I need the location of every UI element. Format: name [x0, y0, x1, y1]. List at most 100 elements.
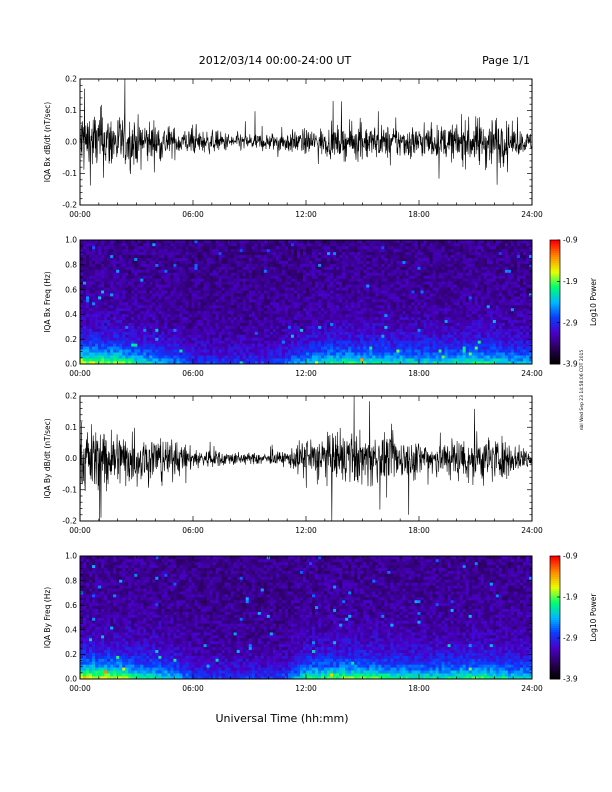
spectrogram-cell [209, 313, 213, 318]
spectrogram-cell [378, 278, 382, 282]
spectrogram-cell [384, 251, 388, 256]
spectrogram-cell [260, 245, 265, 250]
spectrogram-cell [113, 307, 117, 312]
spectrogram-cell [309, 240, 313, 244]
spectrogram-cell [98, 245, 102, 250]
spectrogram-cell [309, 331, 313, 335]
spectrogram-cell [360, 343, 364, 347]
spectrogram-cell [140, 260, 144, 264]
spectrogram-cell [278, 245, 283, 250]
spectrogram-cell [387, 304, 391, 309]
spectrogram-cell [363, 358, 367, 362]
spectrogram-cell [176, 319, 180, 323]
spectrogram-cell [345, 349, 349, 353]
spectrogram-cell [146, 251, 150, 256]
spectrogram-cell [137, 337, 141, 341]
spectrogram-cell [155, 343, 159, 347]
spectrogram-cell [309, 319, 313, 323]
spectrogram-cell [281, 343, 286, 347]
spectrogram-cell [95, 316, 99, 321]
spectrogram-cell [140, 331, 144, 335]
spectrogram-cell [405, 281, 409, 285]
spectrogram-cell [176, 322, 180, 326]
spectrogram-cell [83, 281, 87, 285]
spectrogram-cell [161, 340, 165, 344]
spectrogram-cell [402, 284, 406, 288]
spectrogram-cell [89, 296, 93, 300]
spectrogram-cell [321, 337, 325, 341]
spectrogram-cell [345, 331, 349, 335]
spectrogram-cell [360, 325, 364, 329]
spectrogram-cell [408, 296, 412, 300]
spectrogram-cell [272, 355, 277, 359]
spectrogram-cell [146, 248, 150, 253]
spectrogram-cell [80, 319, 84, 323]
spectrogram-cell [306, 260, 310, 264]
spectrogram-cell [122, 296, 126, 300]
spectrogram-cell [104, 316, 108, 321]
spectrogram-cell [194, 358, 198, 362]
spectrogram-cell [342, 343, 346, 347]
spectrogram-cell [357, 281, 361, 285]
spectrogram-cell [101, 304, 105, 309]
spectrogram-cell [321, 242, 325, 247]
spectrogram-cell [188, 361, 192, 365]
spectrogram-cell [315, 331, 319, 335]
spectrogram-cell [218, 349, 222, 353]
spectrogram-cell [336, 299, 340, 303]
spectrogram-cell [315, 299, 319, 303]
spectrogram-cell [351, 355, 355, 359]
spectrogram-cell [296, 254, 301, 259]
spectrogram-cell [369, 281, 373, 285]
spectrogram-cell [86, 272, 90, 276]
spectrogram-cell [309, 352, 313, 356]
spectrogram-cell [197, 334, 201, 338]
spectrogram-cell [143, 269, 147, 273]
spectrogram-cell [381, 281, 385, 285]
spectrogram-cell [257, 293, 262, 297]
spectrogram-cell [239, 299, 244, 303]
spectrogram-cell [122, 319, 126, 323]
spectrogram-cell [260, 251, 265, 256]
spectrogram-cell [251, 287, 256, 291]
spectrogram-cell [414, 337, 418, 341]
spectrogram-cell [417, 328, 421, 332]
spectrogram-cell [164, 299, 168, 303]
spectrogram-cell [321, 307, 325, 312]
spectrogram-cell [152, 263, 156, 267]
spectrogram-cell [402, 343, 406, 347]
spectrogram-cell [212, 304, 216, 309]
spectrogram-cell [393, 328, 397, 332]
spectrogram-cell [86, 313, 90, 318]
spectrogram-cell [287, 251, 292, 256]
spectrogram-cell [330, 310, 334, 315]
spectrogram-cell [360, 334, 364, 338]
spectrogram-cell [248, 287, 253, 291]
spectrogram-cell [95, 284, 99, 288]
spectrogram-cell [324, 272, 328, 276]
spectrogram-cell [266, 284, 271, 288]
spectrogram-cell [287, 346, 292, 350]
spectrogram-cell [345, 343, 349, 347]
spectrogram-cell [405, 358, 409, 362]
spectrogram-cell [287, 290, 292, 294]
spectrogram-cell [342, 272, 346, 276]
spectrogram-cell [191, 337, 195, 341]
spectrogram-cell [239, 334, 244, 338]
spectrogram-cell [417, 337, 421, 341]
spectrogram-cell [101, 269, 105, 273]
spectrogram-cell [275, 310, 280, 315]
spectrogram-cell [372, 260, 376, 264]
spectrogram-cell [221, 296, 225, 300]
spectrogram-cell [348, 313, 352, 318]
spectrogram-cell [104, 254, 108, 259]
spectrogram-cell [402, 358, 406, 362]
spectrogram-cell [260, 337, 265, 341]
spectrogram-cell [312, 284, 316, 288]
spectrogram-cell [381, 319, 385, 323]
spectrogram-cell [287, 322, 292, 326]
spectrogram-cell [302, 248, 307, 253]
spectrogram-cell [224, 358, 228, 362]
spectrogram-cell [266, 355, 271, 359]
spectrogram-cell [272, 248, 277, 253]
